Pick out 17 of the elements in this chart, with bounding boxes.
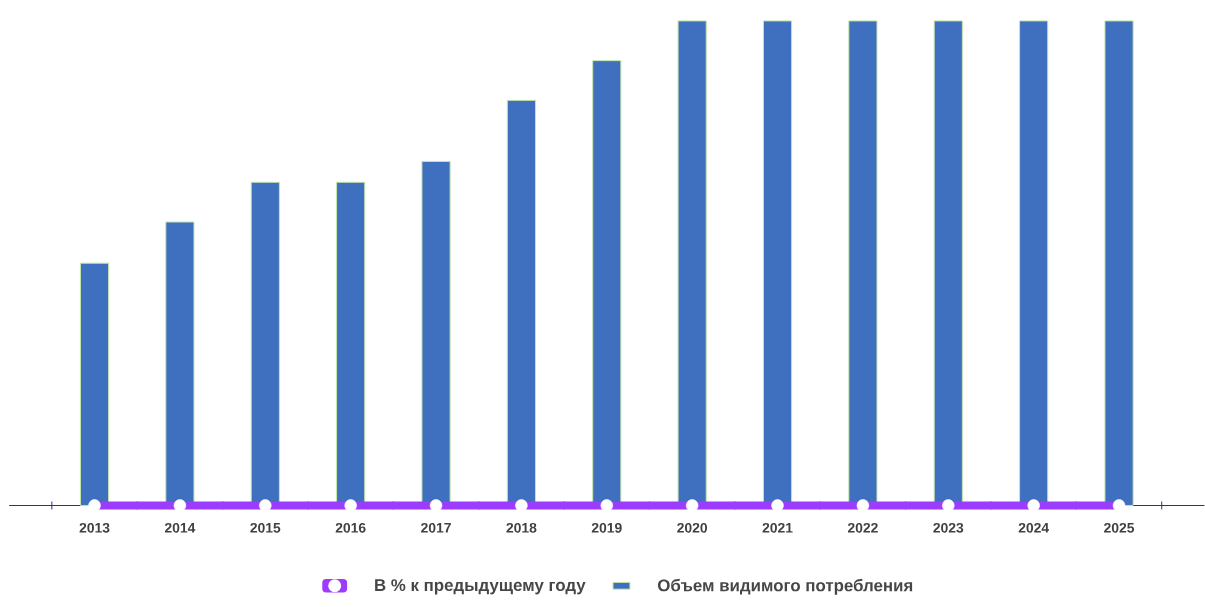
x-tick-label: 2024 (1018, 522, 1050, 533)
x-tick-label: 2023 (933, 522, 964, 533)
x-tick-label: 2017 (421, 522, 451, 533)
bar (1104, 20, 1134, 506)
bar (79, 262, 110, 506)
x-tick-label: 2019 (591, 522, 622, 533)
x-tick-label: 2021 (762, 522, 793, 533)
x-tick-label: 2020 (677, 522, 708, 533)
legend-label: В % к предыдущему году (375, 579, 586, 595)
x-tick-label: 2014 (164, 522, 196, 533)
x-tick-label: 2016 (335, 522, 366, 533)
legend-label: Объем видимого потребления (657, 578, 913, 595)
x-tick-label: 2013 (79, 522, 110, 533)
x-tick-label: 2022 (847, 522, 878, 533)
x-tick-label: 2018 (506, 522, 537, 533)
x-tick-label: 2015 (250, 522, 281, 533)
x-tick-label: 2025 (1104, 522, 1135, 533)
